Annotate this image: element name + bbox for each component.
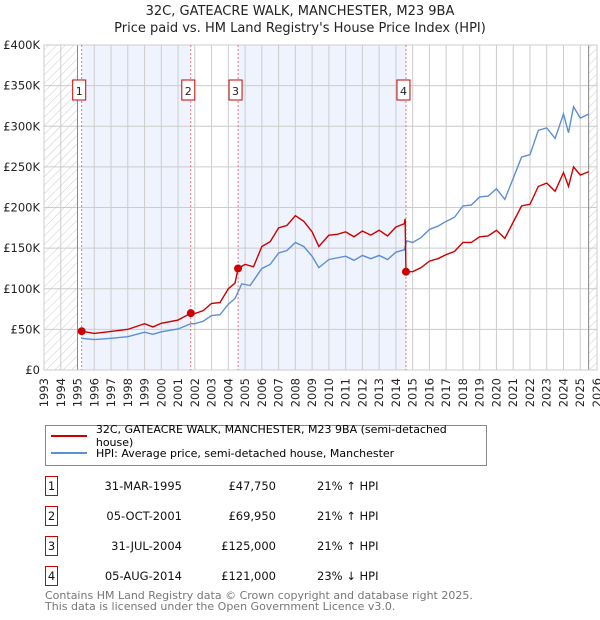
- x-tick-label: 2003: [205, 378, 219, 407]
- footer-line: Contains HM Land Registry data © Crown c…: [45, 589, 473, 602]
- sale-number: 3: [45, 536, 58, 556]
- sale-price: £69,950: [228, 509, 276, 523]
- x-tick-label: 1993: [37, 378, 51, 407]
- x-tick-label: 2011: [339, 378, 353, 407]
- x-tick-label: 2002: [188, 378, 202, 407]
- x-tick-label: 2018: [456, 378, 470, 407]
- plot-border: [43, 44, 598, 371]
- x-tick-label: 2017: [439, 378, 453, 407]
- x-tick-label: 1997: [104, 378, 118, 407]
- x-tick-label: 2006: [255, 378, 269, 407]
- legend-label: 32C, GATEACRE WALK, MANCHESTER, M23 9BA …: [95, 423, 447, 449]
- x-tick-label: 2026: [590, 378, 600, 407]
- sale-price: £125,000: [221, 539, 276, 553]
- x-tick-label: 2020: [489, 378, 503, 407]
- sale-row: 3 31-JUL-2004 £125,000 21% ↑ HPI: [45, 536, 445, 556]
- y-tick-label: £0: [25, 363, 40, 377]
- sale-row: 4 05-AUG-2014 £121,000 23% ↓ HPI: [45, 566, 445, 586]
- x-tick-label: 2015: [406, 378, 420, 407]
- x-tick-label: 2012: [355, 378, 369, 407]
- sale-hpi-diff: 23% ↓ HPI: [317, 569, 379, 583]
- x-tick-label: 2024: [556, 378, 570, 407]
- sale-price: £47,750: [228, 479, 276, 493]
- sale-marker-box: [396, 79, 411, 101]
- x-tick-label: 1994: [54, 378, 68, 407]
- footer-line: This data is licensed under the Open Gov…: [45, 600, 396, 613]
- x-tick-label: 2019: [473, 378, 487, 407]
- sale-marker-box: [181, 79, 196, 101]
- x-tick-label: 2021: [506, 378, 520, 407]
- sale-date: 05-OCT-2001: [106, 509, 182, 523]
- series-line-property: [81, 165, 589, 335]
- x-tick-label: 1999: [138, 378, 152, 407]
- x-tick-label: 2005: [238, 378, 252, 407]
- legend-item-property: 32C, GATEACRE WALK, MANCHESTER, M23 9BA …: [51, 423, 486, 449]
- sale-hpi-diff: 21% ↑ HPI: [317, 479, 379, 493]
- legend-item-hpi: HPI: Average price, semi-detached house,…: [51, 445, 394, 461]
- x-tick-label: 2022: [523, 378, 537, 407]
- sale-number: 1: [45, 476, 58, 496]
- sale-date: 05-AUG-2014: [104, 569, 182, 583]
- x-tick-label: 2014: [389, 378, 403, 407]
- sale-marker-label: 2: [185, 85, 192, 98]
- y-tick-label: £150K: [3, 241, 40, 255]
- chart-subtitle: Price paid vs. HM Land Registry's House …: [114, 21, 486, 36]
- sale-point: [186, 309, 195, 318]
- sale-hpi-diff: 21% ↑ HPI: [317, 539, 379, 553]
- y-tick-label: £100K: [3, 282, 40, 296]
- x-tick-label: 2001: [171, 378, 185, 407]
- sale-number: 2: [45, 506, 58, 526]
- footer: Contains HM Land Registry data © Crown c…: [45, 590, 473, 612]
- x-tick-label: 1998: [121, 378, 135, 407]
- x-tick-label: 2025: [573, 378, 587, 407]
- sale-marker-label: 3: [232, 85, 239, 98]
- sale-marker-box: [228, 79, 243, 101]
- x-tick-label: 1996: [87, 378, 101, 407]
- x-tick-label: 2016: [422, 378, 436, 407]
- x-tick-label: 2023: [540, 378, 554, 407]
- chart-title: 32C, GATEACRE WALK, MANCHESTER, M23 9BA: [145, 4, 455, 19]
- sale-date: 31-MAR-1995: [104, 479, 182, 493]
- x-tick-label: 2010: [322, 378, 336, 407]
- x-tick-label: 2009: [305, 378, 319, 407]
- x-tick-label: 2004: [221, 378, 235, 407]
- sale-point: [77, 327, 86, 336]
- sale-marker-label: 4: [400, 85, 407, 98]
- sale-point: [401, 267, 410, 276]
- sale-price: £121,000: [221, 569, 276, 583]
- sale-number: 4: [45, 566, 58, 586]
- legend-label: HPI: Average price, semi-detached house,…: [96, 446, 395, 460]
- y-tick-label: £200K: [3, 201, 40, 215]
- x-tick-label: 1995: [71, 378, 85, 407]
- plot-area: 1993 1994 1995 1996 1997 1998 1999 2000 2001 2002…: [3, 38, 600, 407]
- y-tick-label: £350K: [3, 79, 40, 93]
- y-tick-label: £50K: [11, 322, 41, 336]
- x-tick-label: 2008: [288, 378, 302, 407]
- sale-row: 1 31-MAR-1995 £47,750 21% ↑ HPI: [45, 476, 445, 496]
- sale-marker-box: [72, 79, 87, 101]
- y-tick-label: £400K: [3, 38, 40, 52]
- x-tick-label: 2007: [272, 378, 286, 407]
- sale-marker-label: 1: [76, 85, 83, 98]
- x-tick-label: 2013: [372, 378, 386, 407]
- sale-row: 2 05-OCT-2001 £69,950 21% ↑ HPI: [45, 506, 445, 526]
- y-tick-label: £300K: [3, 119, 40, 133]
- y-tick-label: £250K: [3, 160, 40, 174]
- legend-swatch: [51, 435, 87, 437]
- x-tick-label: 2000: [154, 378, 168, 407]
- series-line-hpi: [81, 104, 589, 341]
- legend: 32C, GATEACRE WALK, MANCHESTER, M23 9BA …: [45, 423, 487, 466]
- sale-date: 31-JUL-2004: [111, 539, 182, 553]
- legend-swatch: [51, 452, 87, 454]
- sale-hpi-diff: 21% ↑ HPI: [317, 509, 379, 523]
- sale-point: [234, 264, 243, 273]
